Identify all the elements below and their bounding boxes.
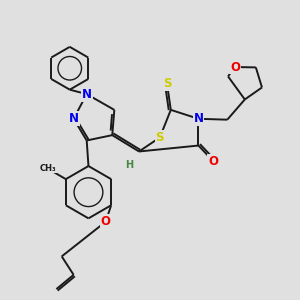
Text: S: S (163, 76, 171, 90)
Text: O: O (230, 61, 240, 74)
Text: O: O (101, 215, 111, 228)
Text: H: H (125, 160, 133, 170)
Text: S: S (156, 131, 164, 144)
Text: N: N (82, 88, 92, 100)
Text: CH₃: CH₃ (40, 164, 56, 172)
Text: N: N (69, 112, 79, 125)
Text: O: O (208, 155, 218, 168)
Text: N: N (194, 112, 203, 125)
